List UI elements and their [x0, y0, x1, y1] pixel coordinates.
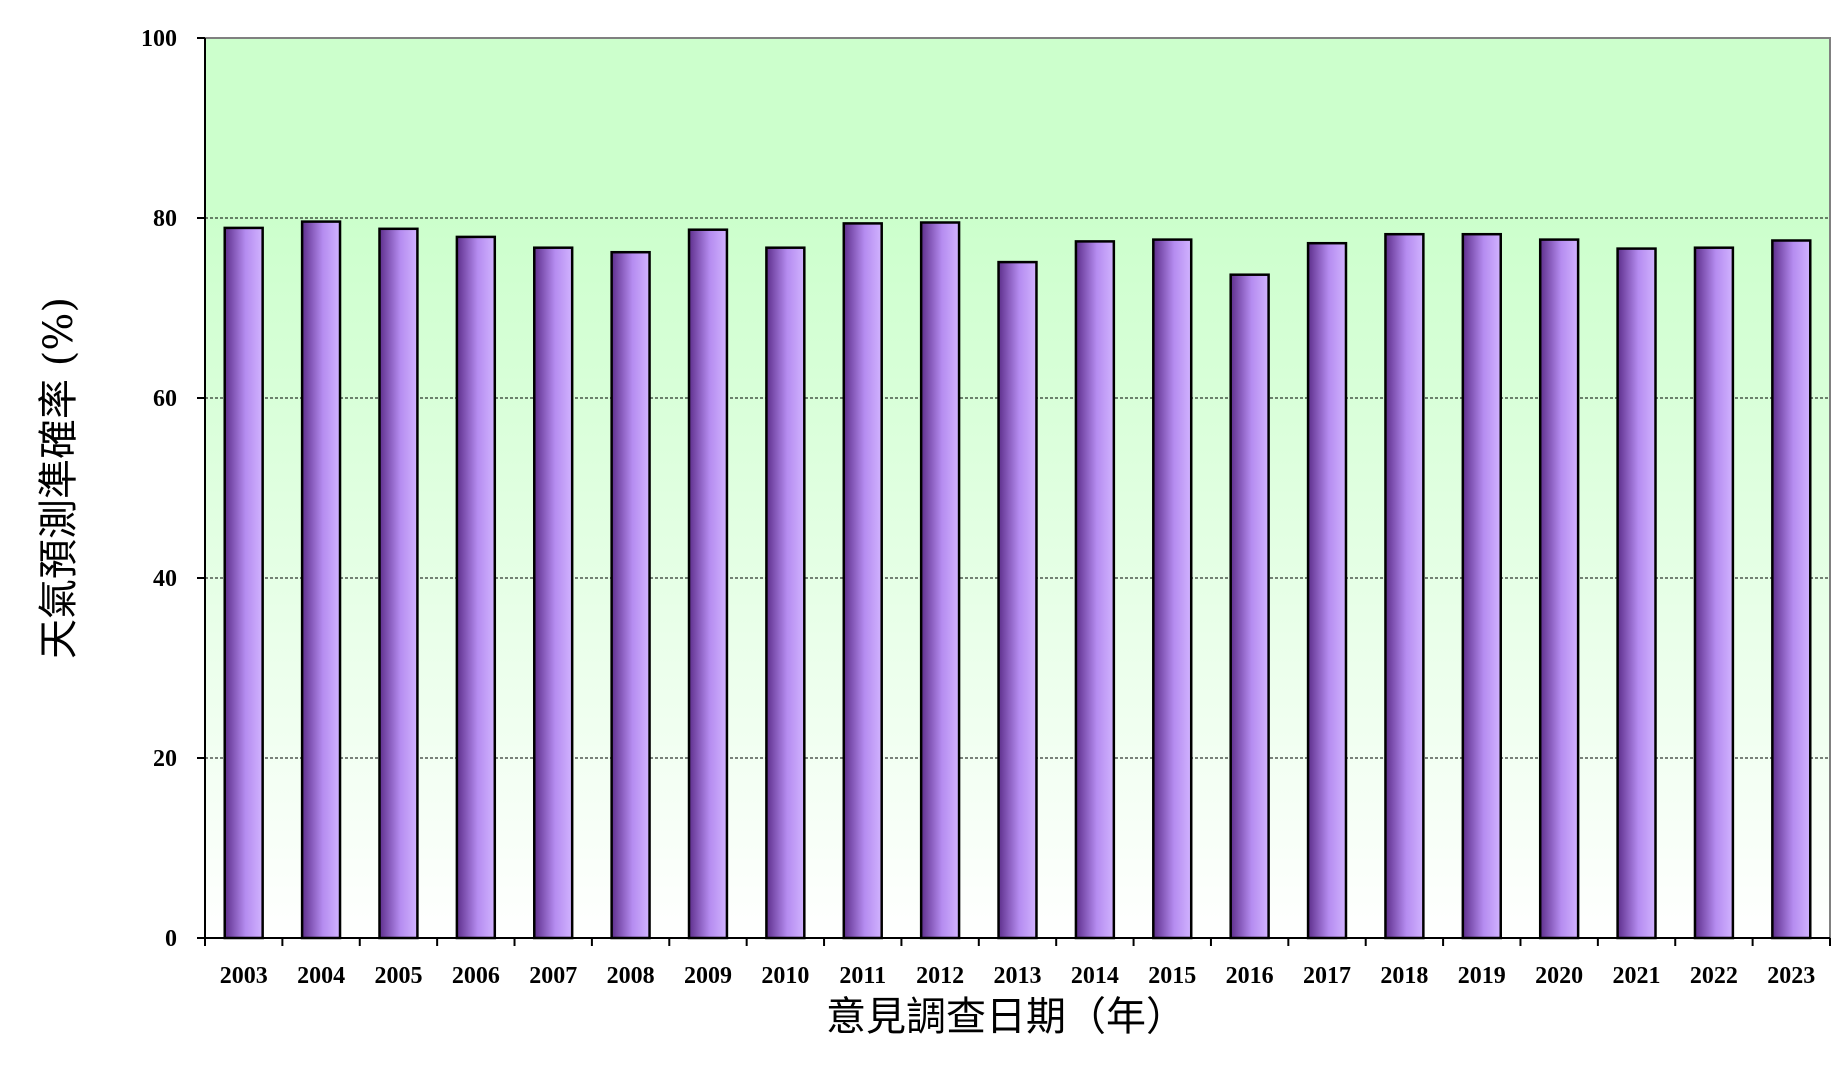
x-tick-label: 2014 — [1071, 963, 1119, 989]
bar-2007 — [533, 246, 574, 940]
bars — [223, 220, 1812, 940]
x-tick-label: 2020 — [1535, 963, 1583, 989]
x-tick-label: 2018 — [1380, 963, 1428, 989]
x-tick-labels: 2003 2004 2005 2006 2007 2008 2009 2010 2011 2012… — [220, 963, 1816, 989]
bar-2008 — [610, 250, 651, 940]
bar-2003 — [223, 226, 264, 940]
y-axis-title: 天氣預測準確率 (%) — [36, 297, 82, 659]
y-tick-label: 40 — [153, 566, 177, 592]
bar-2006 — [455, 235, 497, 940]
bar-2011 — [842, 222, 883, 940]
x-tick-label: 2019 — [1458, 963, 1506, 989]
bar-2023 — [1771, 239, 1812, 940]
bar-2012 — [919, 221, 961, 940]
bar-2020 — [1538, 238, 1580, 940]
y-tick-labels: 0 20 40 60 80 100 — [141, 26, 177, 952]
x-axis-title: 意見調查日期（年） — [826, 994, 1186, 1040]
x-tick-label: 2006 — [452, 963, 500, 989]
x-tick-label: 2004 — [297, 963, 345, 989]
x-tick-label: 2022 — [1690, 963, 1738, 989]
bar-2014 — [1074, 240, 1116, 940]
x-tick-label: 2013 — [994, 963, 1042, 989]
y-tick-label: 0 — [165, 926, 177, 952]
y-tick-label: 60 — [153, 386, 177, 412]
bar-2017 — [1306, 241, 1348, 940]
x-tick-label: 2021 — [1613, 963, 1661, 989]
bar-2022 — [1693, 246, 1735, 940]
x-tick-label: 2010 — [761, 963, 809, 989]
bar-2018 — [1384, 232, 1425, 940]
x-tick-label: 2009 — [684, 963, 732, 989]
x-tick-label: 2012 — [916, 963, 964, 989]
x-tick-label: 2007 — [529, 963, 577, 989]
x-tick-label: 2023 — [1767, 963, 1815, 989]
x-tick-label: 2016 — [1226, 963, 1274, 989]
x-tick-label: 2011 — [839, 963, 886, 989]
x-tick-label: 2015 — [1148, 963, 1196, 989]
bar-2005 — [378, 227, 419, 940]
y-tick-label: 100 — [141, 26, 177, 52]
bar-2004 — [300, 220, 342, 940]
y-tick-label: 20 — [153, 746, 177, 772]
bar-2016 — [1229, 273, 1270, 940]
bar-2019 — [1461, 232, 1502, 940]
y-tick-label: 80 — [153, 206, 177, 232]
bar-2010 — [765, 246, 806, 940]
bar-2015 — [1152, 238, 1193, 940]
bar-2013 — [997, 260, 1038, 940]
bar-2021 — [1616, 247, 1657, 940]
x-tick-label: 2003 — [220, 963, 268, 989]
x-tick-label: 2017 — [1303, 963, 1351, 989]
x-tick-label: 2008 — [607, 963, 655, 989]
x-tick-label: 2005 — [374, 963, 422, 989]
bar-2009 — [687, 228, 729, 940]
axes — [197, 37, 1831, 946]
